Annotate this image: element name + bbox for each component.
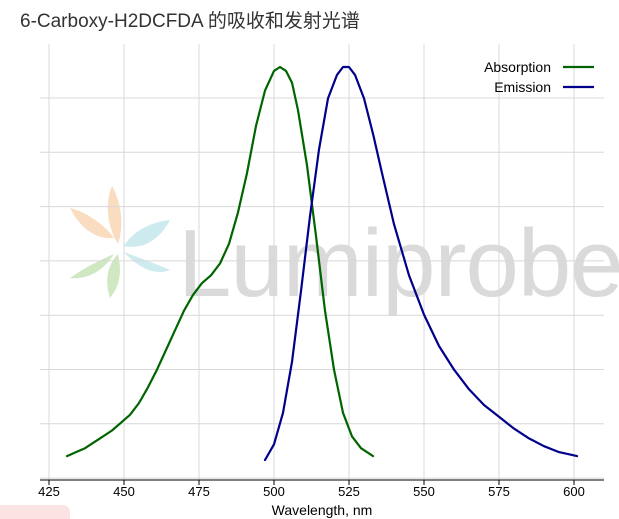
chart-legend: Absorption Emission — [484, 59, 594, 95]
series-line-emission — [263, 65, 579, 462]
chart-grid — [40, 44, 604, 480]
legend-label-absorption: Absorption — [484, 59, 551, 75]
lumiprobe-watermark: Lumiprobe — [70, 186, 619, 317]
x-tick-label: 525 — [338, 484, 360, 499]
corner-badge — [0, 505, 70, 519]
x-tick-label: 550 — [413, 484, 435, 499]
watermark-text: Lumiprobe — [178, 210, 619, 317]
x-tick-label: 500 — [263, 484, 285, 499]
series-line-absorption — [65, 65, 375, 458]
x-tick-label: 575 — [488, 484, 510, 499]
x-tick-label: 425 — [38, 484, 60, 499]
x-tick-label: 475 — [188, 484, 210, 499]
chart-series — [65, 65, 579, 462]
x-tick-label: 600 — [563, 484, 585, 499]
legend-label-emission: Emission — [494, 79, 551, 95]
page-title: 6-Carboxy-H2DCFDA 的吸收和发射光谱 — [20, 11, 360, 32]
x-axis-label: Wavelength, nm — [272, 502, 373, 518]
x-tick-label: 450 — [113, 484, 135, 499]
lumiprobe-logo-icon — [70, 186, 170, 298]
chart-axes: 425 450 475 500 525 550 575 600 — [38, 479, 604, 499]
